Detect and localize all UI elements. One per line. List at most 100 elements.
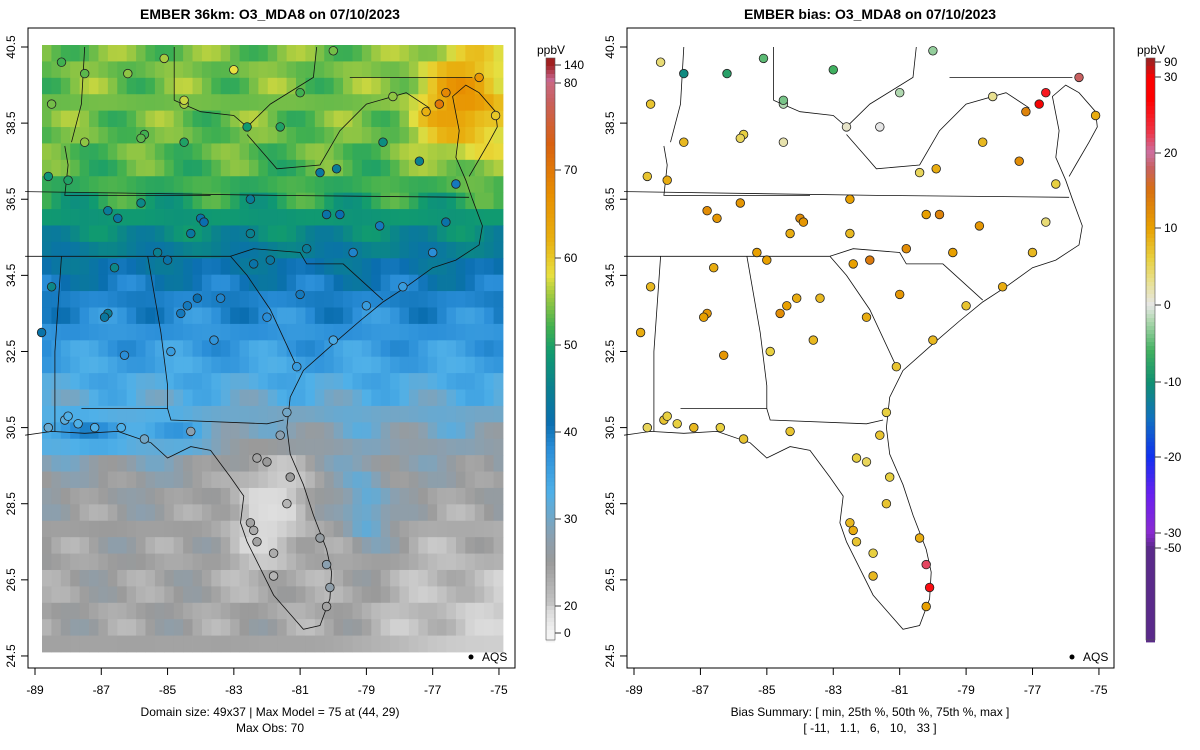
grid-cell: [474, 159, 485, 177]
grid-cell: [390, 537, 400, 554]
grid-cell: [70, 61, 81, 79]
grid-cell: [164, 225, 175, 243]
grid-cell: [192, 77, 203, 95]
site-marker: [103, 205, 113, 216]
site-marker: [398, 282, 408, 292]
grid-cell: [107, 405, 118, 423]
grid-cell: [305, 487, 316, 505]
y-tick-label: 40.5: [603, 35, 617, 59]
grid-cell: [258, 520, 269, 538]
site-marker: [474, 72, 484, 83]
grid-cell: [117, 274, 128, 292]
grid-cell: [145, 635, 156, 653]
grid-cell: [277, 356, 288, 374]
grid-cell: [484, 635, 494, 653]
grid-cell: [484, 192, 494, 210]
grid-cell: [70, 94, 81, 112]
grid-cell: [70, 356, 81, 374]
grid-cell: [314, 586, 325, 604]
site-marker: [928, 335, 938, 345]
grid-cell: [465, 307, 476, 325]
grid-cell: [51, 110, 62, 128]
grid-cell: [286, 438, 297, 456]
grid-cell: [126, 405, 137, 423]
grid-cell: [455, 438, 466, 456]
grid-cell: [371, 274, 382, 292]
grid-cell: [427, 94, 438, 112]
grid-cell: [286, 94, 297, 112]
grid-cell: [333, 635, 344, 653]
colorbar-swatch: [1146, 178, 1155, 183]
grid-cell: [484, 143, 494, 161]
grid-cell: [230, 291, 240, 308]
state-border: [71, 46, 86, 143]
colorbar-swatch: [1146, 222, 1155, 227]
colorbar-swatch: [546, 254, 555, 259]
colorbar-swatch: [546, 538, 555, 543]
grid-cell: [361, 635, 372, 653]
grid-cell: [107, 602, 118, 620]
grid-cell: [192, 537, 203, 554]
colorbar-tick-label: 0: [1164, 298, 1171, 312]
grid-cell: [446, 553, 457, 571]
grid-cell: [42, 569, 52, 587]
grid-cell: [361, 405, 372, 423]
grid-cell: [117, 405, 128, 423]
grid-cell: [258, 504, 269, 522]
site-marker: [441, 217, 451, 227]
grid-cell: [258, 405, 269, 423]
grid-cell: [286, 225, 297, 243]
y-tick-label: 36.5: [4, 187, 18, 211]
grid-cell: [493, 340, 504, 358]
grid-cell: [42, 340, 52, 358]
grid-cell: [126, 373, 137, 390]
grid-cell: [418, 110, 429, 128]
grid-cell: [380, 110, 391, 128]
grid-cell: [136, 487, 146, 505]
grid-cell: [305, 635, 316, 653]
grid-cell: [333, 487, 344, 505]
grid-cell: [230, 323, 240, 341]
grid-cell: [399, 438, 410, 456]
grid-cell: [230, 127, 240, 144]
grid-cell: [427, 455, 438, 472]
grid-cell: [51, 471, 62, 489]
grid-cell: [42, 241, 52, 259]
grid-cell: [418, 619, 429, 636]
grid-cell: [98, 438, 109, 456]
grid-cell: [154, 602, 165, 620]
grid-cell: [248, 274, 259, 292]
grid-cell: [89, 602, 99, 620]
grid-cell: [89, 356, 99, 374]
grid-cell: [305, 225, 316, 243]
site-marker: [331, 164, 342, 174]
colorbar-swatch: [1146, 454, 1155, 459]
site-marker: [335, 209, 345, 220]
grid-cell: [380, 373, 391, 390]
colorbar-swatch: [1146, 290, 1155, 295]
colorbar-swatch: [546, 402, 555, 407]
grid-cell: [145, 471, 156, 489]
grid-cell: [314, 553, 325, 571]
colorbar-swatch: [1146, 514, 1155, 519]
grid-cell: [239, 373, 250, 390]
grid-cell: [173, 110, 184, 128]
grid-cell: [60, 94, 71, 112]
grid-cell: [79, 192, 90, 210]
grid-cell: [361, 455, 372, 472]
grid-cell: [192, 553, 203, 571]
site-marker: [1041, 87, 1051, 98]
grid-cell: [446, 635, 457, 653]
grid-cell: [352, 537, 363, 554]
grid-cell: [314, 340, 325, 358]
grid-cell: [192, 340, 203, 358]
grid-cell: [427, 586, 438, 604]
site-marker: [152, 247, 163, 258]
site-marker: [159, 53, 169, 64]
grid-cell: [455, 455, 466, 472]
site-marker: [139, 434, 150, 444]
colorbar-swatch: [1146, 362, 1155, 367]
grid-cell: [324, 192, 335, 210]
grid-cell: [286, 340, 297, 358]
grid-cell: [136, 602, 146, 620]
